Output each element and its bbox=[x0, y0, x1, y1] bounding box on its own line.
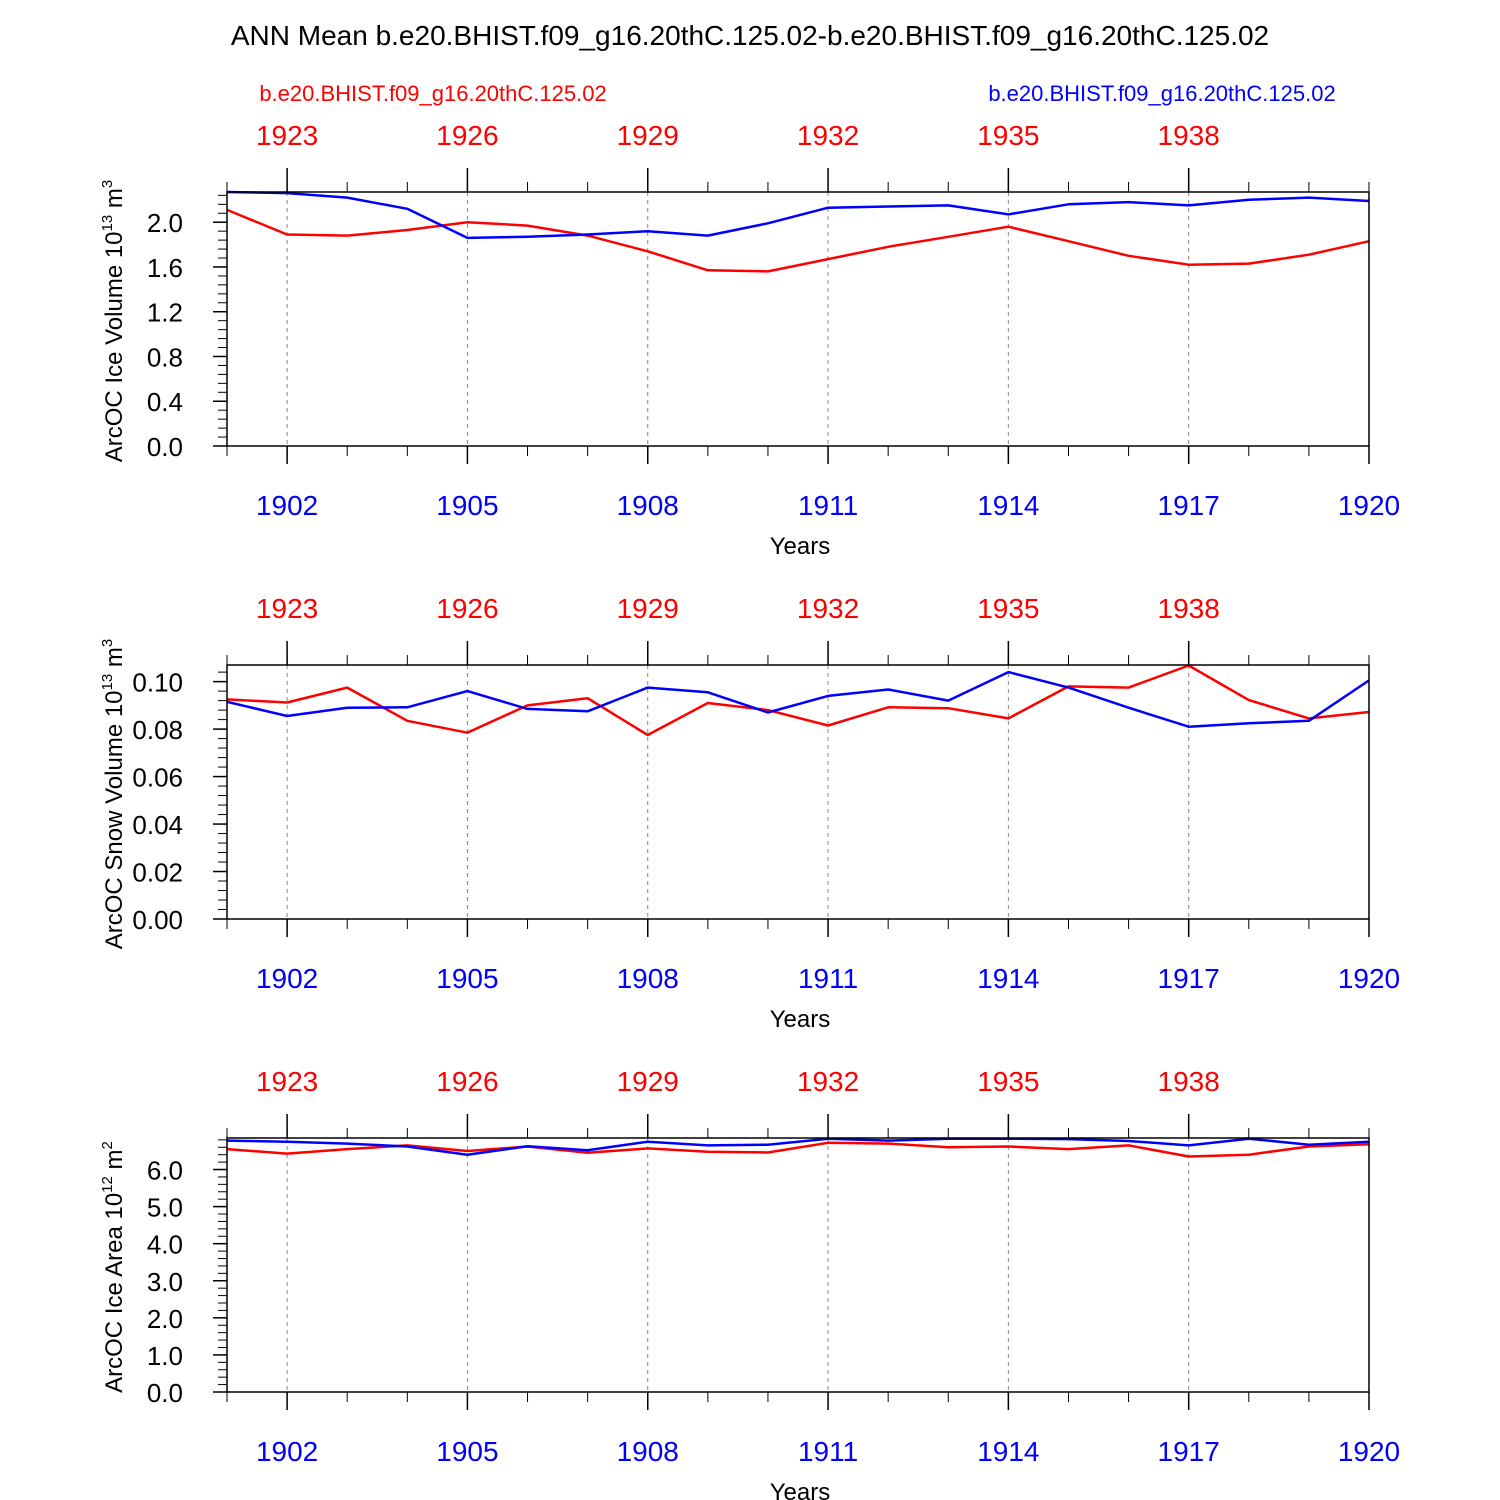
y-axis-label-superscript: 2 bbox=[99, 1141, 116, 1149]
x-bottom-tick-label: 1914 bbox=[977, 1436, 1039, 1467]
y-tick-label: 0.08 bbox=[132, 715, 183, 745]
x-top-tick-label: 1929 bbox=[617, 120, 679, 151]
y-tick-label: 6.0 bbox=[147, 1156, 183, 1186]
panels-group: 0.0 0.4 0.8 1.2 1.6 2.0 1902 1905 1908 1911 1914 19… bbox=[99, 120, 1400, 1500]
x-bottom-tick-label: 1902 bbox=[256, 490, 318, 521]
x-top-tick-label: 1923 bbox=[256, 593, 318, 624]
x-bottom-tick-label: 1920 bbox=[1338, 963, 1400, 994]
plot-frame bbox=[226, 191, 1370, 447]
y-tick-label: 4.0 bbox=[147, 1230, 183, 1260]
x-bottom-tick-label: 1908 bbox=[617, 1436, 679, 1467]
y-axis-label-text: m bbox=[101, 1149, 128, 1176]
x-axis-label: Years bbox=[770, 1006, 831, 1033]
y-tick-label: 0.10 bbox=[132, 668, 183, 698]
x-bottom-tick-label: 1905 bbox=[436, 963, 498, 994]
y-axis-label-text: m bbox=[101, 188, 128, 215]
y-tick-label: 0.4 bbox=[147, 387, 183, 417]
x-bottom-tick-label: 1917 bbox=[1158, 1436, 1220, 1467]
x-bottom-tick-label: 1905 bbox=[436, 1436, 498, 1467]
y-axis-label-text: m bbox=[101, 647, 128, 674]
y-axis-label-text: ArcOC Ice Area 10 bbox=[101, 1193, 128, 1393]
y-tick-label: 5.0 bbox=[147, 1193, 183, 1223]
y-axis-label: ArcOC Ice Volume 1013 m3 bbox=[99, 180, 128, 462]
x-top-tick-label: 1932 bbox=[797, 593, 859, 624]
y-axis-label-text: ArcOC Ice Volume 10 bbox=[101, 231, 128, 462]
y-axis-label: ArcOC Snow Volume 1013 m3 bbox=[99, 639, 128, 950]
x-top-tick-label: 1926 bbox=[436, 593, 498, 624]
y-axis-label-superscript: 13 bbox=[99, 215, 116, 232]
plot-frame bbox=[226, 664, 1370, 920]
y-axis-label-text: ArcOC Snow Volume 10 bbox=[101, 690, 128, 949]
series-line-red bbox=[226, 1141, 1370, 1158]
series-line-red bbox=[226, 664, 1370, 737]
y-tick-label: 2.0 bbox=[147, 1304, 183, 1334]
x-top-tick-label: 1935 bbox=[977, 120, 1039, 151]
x-bottom-tick-label: 1902 bbox=[256, 963, 318, 994]
x-top-tick-label: 1938 bbox=[1158, 120, 1220, 151]
y-tick-label: 0.8 bbox=[147, 342, 183, 372]
x-top-tick-label: 1935 bbox=[977, 1066, 1039, 1097]
y-tick-label: 0.04 bbox=[132, 810, 183, 840]
panel-2: 0.00 0.02 0.04 0.06 0.08 0.10 1902 1905 1908 1911… bbox=[99, 593, 1400, 1033]
x-bottom-tick-label: 1911 bbox=[798, 490, 858, 521]
y-axis-label-superscript: 13 bbox=[99, 674, 116, 691]
y-tick-label: 0.06 bbox=[132, 763, 183, 793]
y-tick-label: 1.0 bbox=[147, 1341, 183, 1371]
x-top-tick-label: 1929 bbox=[617, 1066, 679, 1097]
x-bottom-tick-label: 1905 bbox=[436, 490, 498, 521]
x-top-tick-label: 1926 bbox=[436, 120, 498, 151]
y-axis-label: ArcOC Ice Area 1012 m2 bbox=[99, 1141, 128, 1393]
legend-left-label: b.e20.BHIST.f09_g16.20thC.125.02 bbox=[259, 81, 606, 106]
y-tick-label: 1.2 bbox=[147, 298, 183, 328]
series-line-blue bbox=[226, 190, 1370, 240]
y-axis-label-superscript: 3 bbox=[99, 639, 116, 647]
x-top-tick-label: 1923 bbox=[256, 1066, 318, 1097]
x-bottom-tick-label: 1911 bbox=[798, 1436, 858, 1467]
y-tick-label: 2.0 bbox=[147, 208, 183, 238]
y-tick-label: 0.02 bbox=[132, 858, 183, 888]
x-bottom-tick-label: 1920 bbox=[1338, 490, 1400, 521]
x-top-tick-label: 1929 bbox=[617, 593, 679, 624]
x-bottom-tick-label: 1917 bbox=[1158, 490, 1220, 521]
x-bottom-tick-label: 1920 bbox=[1338, 1436, 1400, 1467]
chart-title: ANN Mean b.e20.BHIST.f09_g16.20thC.125.0… bbox=[231, 20, 1269, 51]
x-top-tick-label: 1923 bbox=[256, 120, 318, 151]
x-bottom-tick-label: 1908 bbox=[617, 490, 679, 521]
x-top-tick-label: 1935 bbox=[977, 593, 1039, 624]
series-line-blue bbox=[226, 670, 1370, 728]
legend-right-label: b.e20.BHIST.f09_g16.20thC.125.02 bbox=[988, 81, 1335, 106]
x-bottom-tick-label: 1917 bbox=[1158, 963, 1220, 994]
x-top-tick-label: 1932 bbox=[797, 1066, 859, 1097]
y-tick-label: 1.6 bbox=[147, 253, 183, 283]
x-top-tick-label: 1932 bbox=[797, 120, 859, 151]
x-bottom-tick-label: 1914 bbox=[977, 963, 1039, 994]
panel-3: 0.0 1.0 2.0 3.0 4.0 5.0 6.0 1902 1905 1908 1911 191… bbox=[99, 1066, 1400, 1500]
y-tick-label: 0.00 bbox=[132, 905, 183, 935]
series-line-blue bbox=[226, 1137, 1370, 1156]
panel-1: 0.0 0.4 0.8 1.2 1.6 2.0 1902 1905 1908 1911 1914 19… bbox=[99, 120, 1400, 560]
x-bottom-tick-label: 1911 bbox=[798, 963, 858, 994]
y-axis-label-superscript: 12 bbox=[99, 1176, 116, 1193]
y-tick-label: 0.0 bbox=[147, 1378, 183, 1408]
series-line-red bbox=[226, 208, 1370, 273]
x-top-tick-label: 1938 bbox=[1158, 593, 1220, 624]
y-tick-label: 0.0 bbox=[147, 432, 183, 462]
x-axis-label: Years bbox=[770, 533, 831, 560]
y-axis-label-superscript: 3 bbox=[99, 180, 116, 188]
x-bottom-tick-label: 1908 bbox=[617, 963, 679, 994]
x-top-tick-label: 1926 bbox=[436, 1066, 498, 1097]
x-top-tick-label: 1938 bbox=[1158, 1066, 1220, 1097]
x-axis-label: Years bbox=[770, 1479, 831, 1500]
y-tick-label: 3.0 bbox=[147, 1267, 183, 1297]
x-bottom-tick-label: 1914 bbox=[977, 490, 1039, 521]
x-bottom-tick-label: 1902 bbox=[256, 1436, 318, 1467]
plot-frame bbox=[226, 1137, 1370, 1393]
